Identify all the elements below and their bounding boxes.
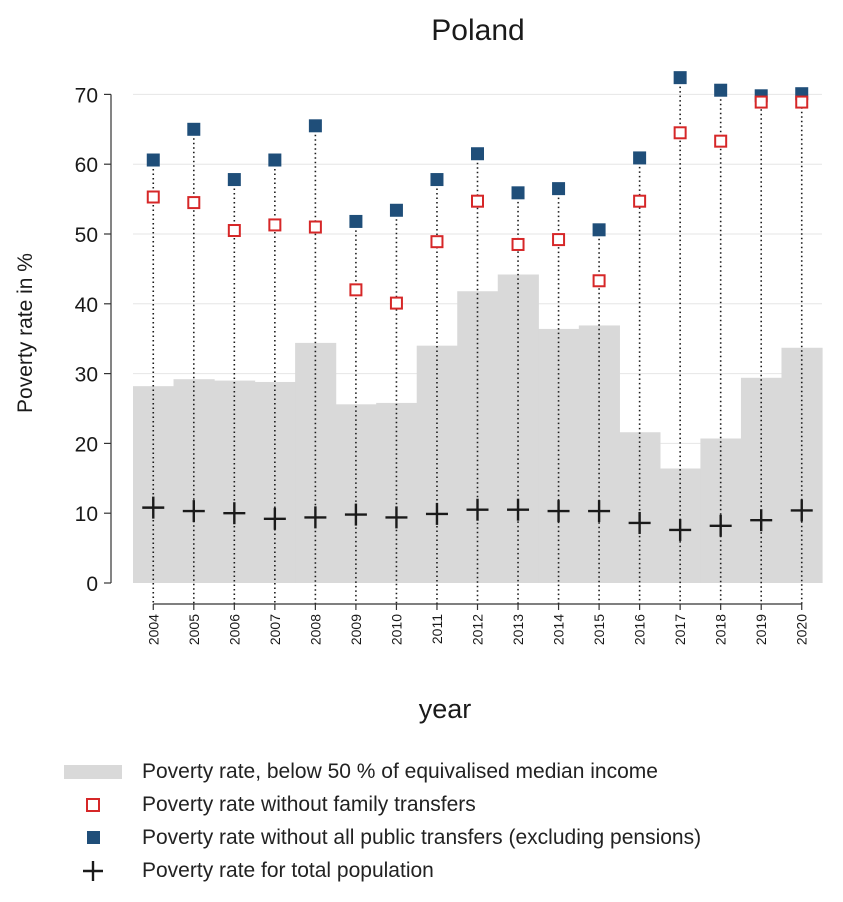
filled-square-marker: [673, 71, 687, 85]
y-tick-label: 10: [75, 503, 98, 526]
open-square-marker: [754, 95, 768, 109]
legend-item-total: Poverty rate for total population: [64, 854, 834, 887]
legend-item-bar: Poverty rate, below 50 % of equivalised …: [64, 755, 834, 788]
open-square-marker: [308, 220, 322, 234]
x-tick-label: 2013: [510, 614, 526, 645]
poverty-chart: Poland 0 10 20 30 40 50 60 70 Poverty rate in % 20…: [14, 14, 823, 724]
filled-square-marker: [389, 203, 403, 217]
legend-swatch-plus: [83, 860, 103, 881]
x-tick-label: 2017: [672, 614, 688, 645]
x-tick-label: 2005: [186, 614, 202, 645]
legend-item-family: Poverty rate without family transfers: [64, 788, 834, 821]
y-axis-label: Poverty rate in %: [14, 253, 37, 413]
x-tick-label: 2007: [267, 614, 283, 645]
y-tick-label: 40: [75, 294, 98, 317]
y-tick-label: 70: [75, 84, 98, 107]
bar: [457, 291, 499, 583]
filled-square-marker: [714, 83, 728, 97]
filled-square-marker: [308, 119, 322, 133]
open-square-marker: [714, 134, 728, 148]
open-square-marker: [389, 296, 403, 310]
y-tick-label: 30: [75, 364, 98, 387]
legend-label-family: Poverty rate without family transfers: [142, 792, 476, 816]
legend-swatch-open-square: [86, 797, 100, 812]
filled-square-marker: [146, 153, 160, 167]
open-square-marker: [146, 190, 160, 204]
open-square-marker: [592, 274, 606, 288]
x-tick-label: 2011: [429, 614, 445, 644]
x-tick-label: 2009: [348, 614, 364, 645]
open-square-marker: [227, 224, 241, 238]
open-square-marker: [673, 126, 687, 140]
filled-square-marker: [633, 151, 647, 165]
bar: [740, 377, 783, 583]
filled-square-marker: [471, 147, 484, 161]
open-square-marker: [268, 218, 282, 232]
filled-square-marker: [430, 173, 444, 187]
filled-square-marker: [592, 223, 606, 237]
x-tick-label: 2004: [145, 614, 161, 645]
x-tick-label: 2010: [388, 614, 404, 645]
open-square-marker: [633, 194, 647, 208]
open-square-marker: [349, 283, 363, 297]
open-square-marker: [511, 237, 525, 251]
legend-label-public: Poverty rate without all public transfer…: [142, 825, 702, 849]
bar: [497, 274, 539, 583]
bar: [619, 432, 661, 583]
y-tick-label: 20: [75, 433, 98, 456]
filled-square-marker: [552, 182, 566, 196]
legend-swatch-filled-square: [86, 831, 100, 844]
bar: [376, 402, 418, 583]
legend-swatch-bar: [64, 764, 122, 779]
x-axis-label: year: [419, 694, 472, 724]
x-tick-label: 2006: [226, 614, 242, 645]
open-square-marker: [795, 95, 809, 109]
x-tick-label: 2019: [753, 614, 769, 645]
filled-square-marker: [511, 186, 525, 200]
open-square-marker: [187, 196, 201, 210]
filled-square-marker: [227, 173, 241, 187]
y-tick-label: 60: [75, 154, 98, 177]
bar: [578, 325, 620, 583]
legend-item-public: Poverty rate without all public transfer…: [64, 821, 834, 854]
y-tick-label: 50: [75, 224, 98, 247]
y-tick-label: 0: [86, 573, 98, 596]
open-square-marker: [552, 233, 566, 247]
chart-title: Poland: [431, 14, 524, 47]
x-tick-label: 2018: [713, 614, 729, 645]
x-tick-label: 2012: [470, 614, 486, 645]
open-square-marker: [471, 194, 484, 208]
bar: [254, 381, 296, 583]
bar: [335, 404, 377, 583]
open-square-marker: [430, 235, 444, 249]
legend-label-total: Poverty rate for total population: [142, 858, 434, 882]
legend: Poverty rate, below 50 % of equivalised …: [64, 755, 834, 887]
legend-label-bar: Poverty rate, below 50 % of equivalised …: [142, 759, 658, 783]
x-tick-label: 2016: [632, 614, 648, 645]
x-tick-label: 2008: [307, 614, 323, 645]
x-tick-label: 2015: [591, 614, 607, 645]
filled-square-marker: [349, 214, 363, 228]
x-tick-label: 2014: [551, 614, 567, 645]
x-tick-label: 2020: [794, 614, 810, 645]
filled-square-marker: [187, 122, 201, 136]
filled-square-marker: [268, 153, 282, 167]
